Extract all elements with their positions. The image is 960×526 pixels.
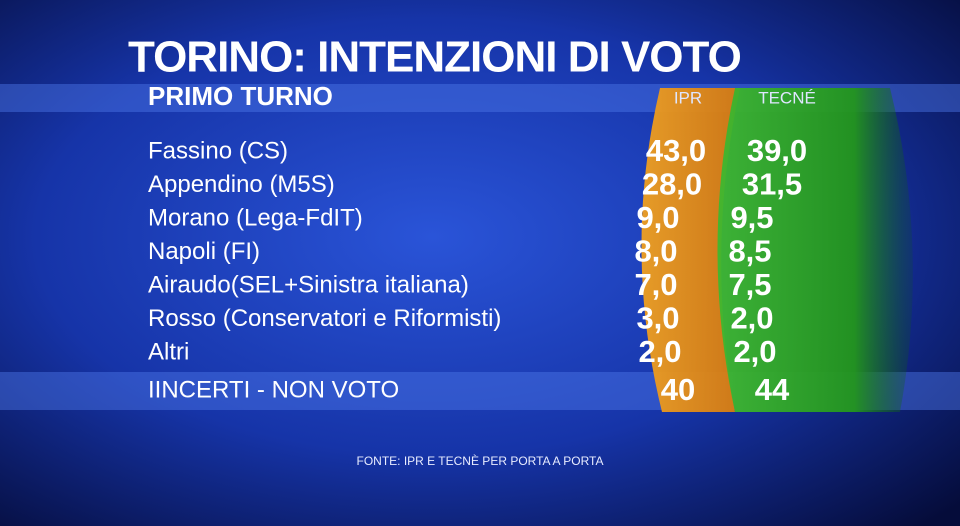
row-label: Napoli (FI)	[148, 238, 260, 265]
row-label: Fassino (CS)	[148, 137, 288, 164]
row-label: Rosso (Conservatori e Riformisti)	[148, 305, 501, 332]
value: 2,0	[638, 334, 681, 369]
title: TORINO: INTENZIONI DI VOTO	[128, 33, 741, 82]
value: 28,0	[642, 167, 702, 202]
value: 9,0	[636, 200, 679, 235]
column-header: IPR	[674, 88, 702, 107]
row-label: Appendino (M5S)	[148, 171, 335, 198]
value: 39,0	[747, 133, 807, 168]
row-label: IINCERTI - NON VOTO	[148, 376, 399, 403]
ipr-band	[641, 88, 740, 412]
rows: Fassino (CS) 43,0 39,0 Appendino (M5S) 28,0 3…	[148, 133, 807, 369]
column-header: TECNÉ	[758, 88, 816, 107]
value: 7,0	[634, 267, 677, 302]
row-label: Airaudo(SEL+Sinistra italiana)	[148, 271, 469, 298]
value: 2,0	[733, 334, 776, 369]
value: 8,5	[728, 234, 771, 269]
row-label: Morano (Lega-FdIT)	[148, 204, 363, 231]
value: 31,5	[742, 167, 802, 202]
source: FONTE: IPR E TECNÈ PER PORTA A PORTA	[357, 453, 604, 468]
value: 8,0	[634, 234, 677, 269]
tecne-band	[717, 88, 913, 412]
value: 40	[661, 372, 695, 407]
row-label: Altri	[148, 338, 189, 365]
value: 2,0	[730, 301, 773, 336]
value: 3,0	[636, 301, 679, 336]
subtitle: PRIMO TURNO	[148, 81, 333, 111]
value: 9,5	[730, 200, 773, 235]
value: 7,5	[728, 267, 771, 302]
value: 44	[755, 372, 790, 407]
value: 43,0	[646, 133, 706, 168]
